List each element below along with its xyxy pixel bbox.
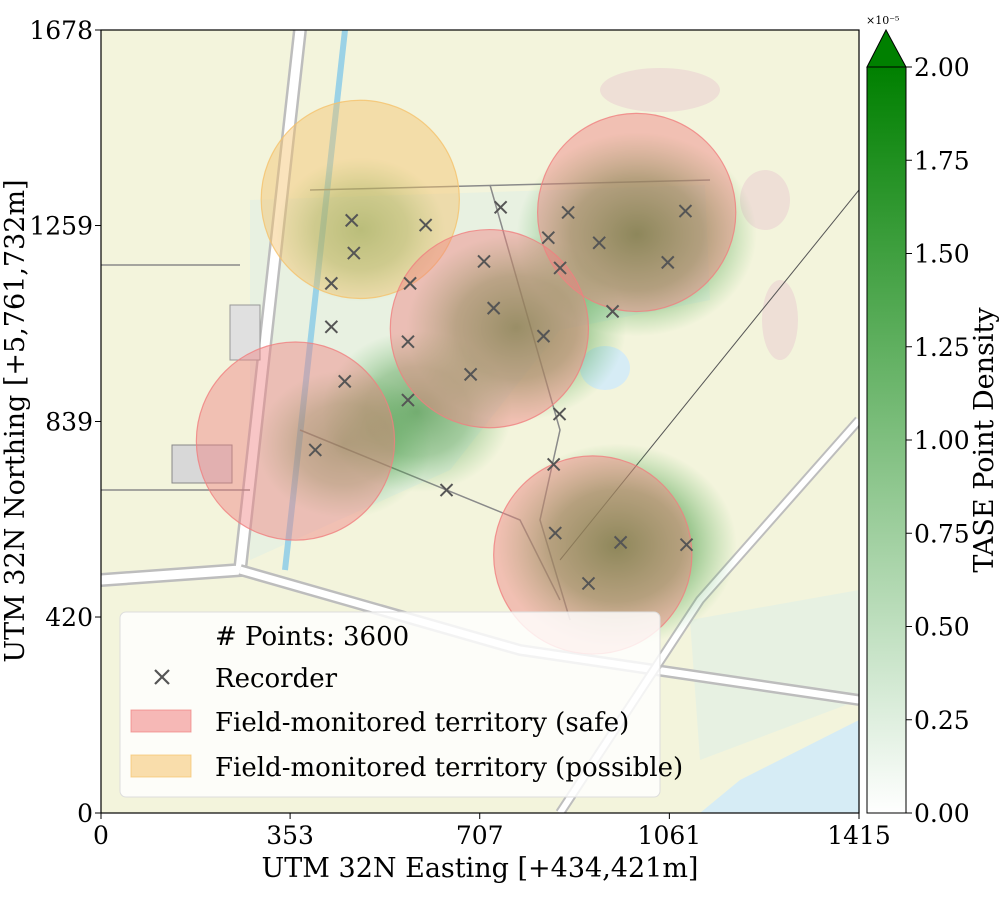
- recorder-marker-26: [661, 255, 675, 270]
- density-blob-5: [275, 157, 446, 302]
- y-tick-label-2: 839: [45, 408, 93, 437]
- recorder-marker-13: [552, 407, 567, 421]
- x-axis-label: UTM 32N Easting [+434,421m]: [262, 853, 699, 884]
- legend-points-count: # Points: 3600: [215, 622, 409, 652]
- x-tick-label-2: 707: [456, 821, 504, 850]
- recorder-marker-21: [561, 205, 575, 220]
- colorbar-ticks: 0.00 0.25 0.50 0.75 1.00 1.25 1.50 1.75 2.00: [906, 53, 970, 828]
- colorbar-gradient: [866, 66, 907, 814]
- colorbar-multiplier: ×10⁻⁵: [866, 14, 899, 27]
- recorder-marker-28: [536, 329, 551, 343]
- colorbar: ×10⁻⁵ 0.00 0.25 0.50 0.75 1.00 1.25 1.50 1.75 2.…: [866, 14, 1000, 828]
- recorder-marker-9: [401, 334, 415, 349]
- legend-safe-label: Field-monitored territory (safe): [215, 708, 629, 738]
- recorder-marker-4: [324, 276, 339, 291]
- recorder-marker-2: [493, 200, 508, 215]
- colorbar-extend-arrow: [866, 28, 907, 68]
- recorder-marker-12: [401, 393, 415, 407]
- y-axis: 0 420 839 1259 1678: [29, 16, 101, 828]
- recorder-marker-1: [418, 218, 433, 232]
- colorbar-tick-label-4: 1.00: [914, 426, 970, 455]
- colorbar-tick-label-6: 1.50: [914, 240, 970, 269]
- recorder-marker-7: [486, 301, 501, 315]
- colorbar-tick-label-1: 0.25: [914, 706, 970, 735]
- colorbar-tick-label-5: 1.25: [914, 333, 970, 362]
- recorder-marker-6: [403, 276, 417, 291]
- recorder-marker-3: [347, 246, 361, 260]
- colorbar-tick-label-8: 2.00: [914, 53, 970, 82]
- density-blob-4: [256, 369, 432, 519]
- x-tick-label-1: 353: [266, 821, 314, 850]
- legend-recorder-label: Recorder: [215, 664, 338, 694]
- territory-safe-3: [195, 341, 396, 541]
- y-axis-label: UTM 32N Northing [+5,761,732m]: [0, 179, 31, 662]
- recorder-marker-16: [546, 457, 561, 472]
- recorder-marker-19: [679, 537, 694, 552]
- legend-possible-label: Field-monitored territory (possible): [215, 753, 683, 783]
- recorder-marker-18: [613, 535, 628, 550]
- x-tick-label-4: 1415: [827, 821, 891, 850]
- recorder-layer: [308, 200, 694, 591]
- colorbar-tick-label-0: 0.00: [914, 799, 970, 828]
- legend-possible-swatch: [130, 754, 192, 778]
- recorder-marker-23: [553, 261, 567, 275]
- recorder-marker-14: [308, 443, 322, 457]
- legend: # Points: 3600 Recorder Field-monitored …: [119, 611, 683, 798]
- recorder-marker-17: [548, 526, 562, 540]
- colorbar-tick-label-3: 0.75: [914, 519, 970, 548]
- y-tick-label-3: 1259: [29, 212, 93, 241]
- recorder-marker-5: [477, 254, 491, 269]
- x-tick-label-0: 0: [93, 821, 109, 850]
- recorder-marker-10: [463, 367, 478, 382]
- y-tick-label-0: 0: [77, 799, 93, 828]
- legend-recorder-marker: [154, 669, 170, 685]
- recorder-marker-24: [592, 236, 606, 250]
- colorbar-label: TASE Point Density: [969, 307, 1000, 573]
- legend-box: [119, 611, 661, 798]
- recorder-marker-11: [338, 374, 352, 389]
- x-axis: 0 353 707 1061 1415: [93, 813, 891, 850]
- territory-safe-2: [389, 228, 590, 429]
- territory-safe-1: [536, 112, 737, 313]
- territory-possible-0: [260, 99, 460, 300]
- recorder-marker-20: [581, 576, 596, 591]
- colorbar-tick-label-2: 0.50: [914, 613, 970, 642]
- x-tick-label-3: 1061: [638, 821, 702, 850]
- recorder-marker-22: [541, 230, 556, 245]
- recorder-marker-25: [678, 204, 693, 218]
- recorder-marker-0: [344, 213, 359, 228]
- legend-safe-swatch: [130, 709, 192, 733]
- recorder-marker-15: [439, 483, 454, 497]
- colorbar-tick-label-7: 1.75: [914, 146, 970, 175]
- territory-layer: [195, 99, 737, 655]
- y-tick-label-1: 420: [45, 603, 93, 632]
- y-tick-label-4: 1678: [29, 16, 93, 45]
- recorder-marker-27: [605, 304, 620, 319]
- recorder-marker-8: [324, 320, 339, 334]
